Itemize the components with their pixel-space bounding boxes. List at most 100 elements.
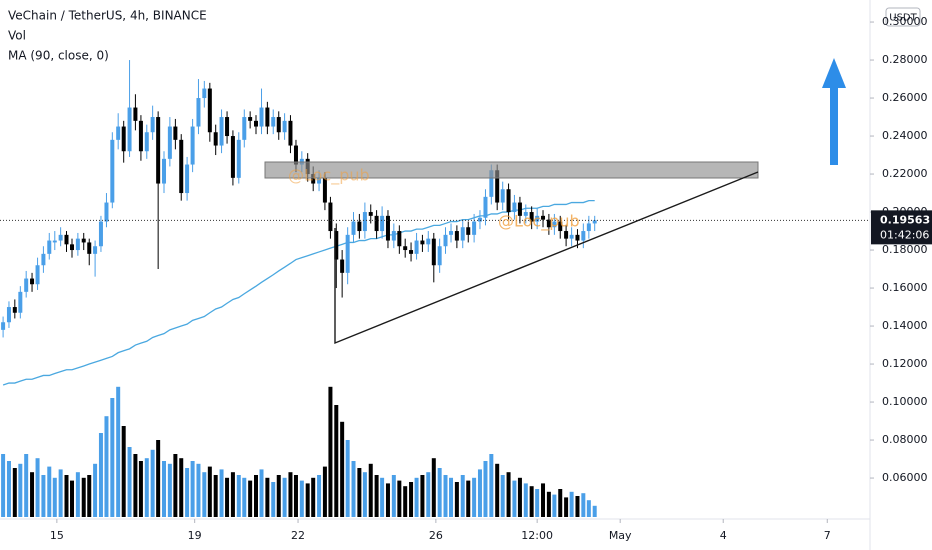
volume-bar	[569, 491, 574, 517]
candle-body	[460, 227, 465, 241]
volume-bar	[564, 497, 569, 517]
candle-body	[581, 231, 586, 241]
volume-bar	[506, 472, 511, 517]
candle-body	[179, 139, 184, 194]
volume-bar	[179, 458, 184, 517]
currency-box[interactable]	[885, 7, 921, 27]
candle-body	[546, 219, 551, 228]
volume-bar	[426, 472, 431, 517]
x-tick-label: 26	[429, 529, 443, 542]
volume-bar	[58, 469, 63, 517]
candle-body	[41, 253, 46, 266]
candle-body	[489, 170, 494, 197]
volume-bar	[357, 468, 362, 517]
volume-bar	[52, 477, 57, 517]
currency-label[interactable]: USDT	[889, 13, 917, 24]
x-tick-label: May	[609, 529, 632, 542]
volume-bar	[420, 475, 425, 517]
volume-bar	[265, 477, 270, 517]
candle-body	[564, 231, 569, 239]
candle-body	[24, 278, 29, 292]
volume-bar	[104, 416, 109, 517]
volume-bar	[409, 482, 414, 517]
volume-bar	[225, 477, 230, 517]
last-price-box	[871, 210, 932, 245]
volume-bar	[150, 449, 155, 517]
volume-bar	[368, 463, 373, 517]
candle-body	[207, 88, 212, 133]
volume-bar	[41, 475, 46, 517]
volume-bar	[558, 489, 563, 517]
x-tick-label: 22	[291, 529, 305, 542]
candle-body	[138, 120, 143, 152]
volume-bar	[110, 398, 115, 517]
candle-body	[81, 238, 86, 243]
volume-bar	[340, 421, 345, 517]
volume-bar	[592, 505, 597, 517]
candle-body	[293, 145, 298, 165]
x-tick-label: 7	[824, 529, 831, 542]
volume-bar	[374, 475, 379, 517]
candle-body	[127, 107, 132, 152]
candle-body	[167, 126, 172, 159]
candle-body	[288, 120, 293, 146]
volume-bar	[535, 489, 540, 517]
watermark: @Loc_pub	[498, 212, 580, 232]
volume-bar	[437, 468, 442, 517]
candle-body	[592, 220, 597, 224]
volume-bar	[334, 405, 339, 517]
volume-bar	[230, 472, 235, 517]
candle-body	[173, 126, 178, 140]
volume-bar	[93, 463, 98, 517]
candle-body	[265, 107, 270, 127]
triangle-lines	[334, 171, 759, 345]
volume-bar	[397, 480, 402, 517]
volume-bar	[121, 426, 126, 517]
volume-bar	[362, 472, 367, 517]
y-tick-label: 0.10000	[882, 395, 928, 408]
volume-bar	[483, 461, 488, 517]
volume-bar	[322, 466, 327, 517]
volume-bar	[87, 475, 92, 517]
y-tick-label: 0.14000	[882, 319, 928, 332]
volume-bar	[328, 386, 333, 517]
volume-bar	[144, 458, 149, 517]
volume-bar	[248, 480, 253, 517]
volume-bar	[12, 468, 17, 517]
candle-body	[87, 242, 92, 254]
volume-bar	[391, 475, 396, 517]
volume-label: Vol	[8, 29, 26, 43]
ma-label: MA (90, close, 0)	[8, 49, 109, 63]
up-arrow	[822, 58, 846, 165]
candle-body	[403, 246, 408, 251]
candle-body	[391, 231, 396, 241]
candle-body	[121, 126, 126, 152]
candle-body	[1, 322, 6, 330]
candle-body	[368, 212, 373, 216]
candle-body	[144, 132, 149, 152]
volume-bar	[380, 477, 385, 517]
resistance-zone	[264, 161, 759, 179]
volume-bar	[500, 475, 505, 517]
candle-body	[443, 234, 448, 247]
volume-bar	[385, 483, 390, 517]
volume-bar	[98, 433, 103, 517]
candle-body	[18, 291, 23, 313]
candle-body	[374, 215, 379, 232]
candle-body	[420, 240, 425, 245]
candle-body	[6, 307, 11, 323]
volume-bar	[311, 477, 316, 517]
candle-body	[12, 307, 17, 313]
volume-bar	[271, 482, 276, 517]
last-price-label: 0.19563	[880, 213, 930, 226]
candle-body	[529, 212, 534, 222]
candle-body	[30, 278, 35, 285]
candle-body	[351, 221, 356, 235]
volume-bar	[282, 477, 287, 517]
candle-body	[472, 221, 477, 235]
volume-bar	[219, 469, 224, 517]
volume-bar	[454, 482, 459, 517]
candle-body	[357, 221, 362, 232]
